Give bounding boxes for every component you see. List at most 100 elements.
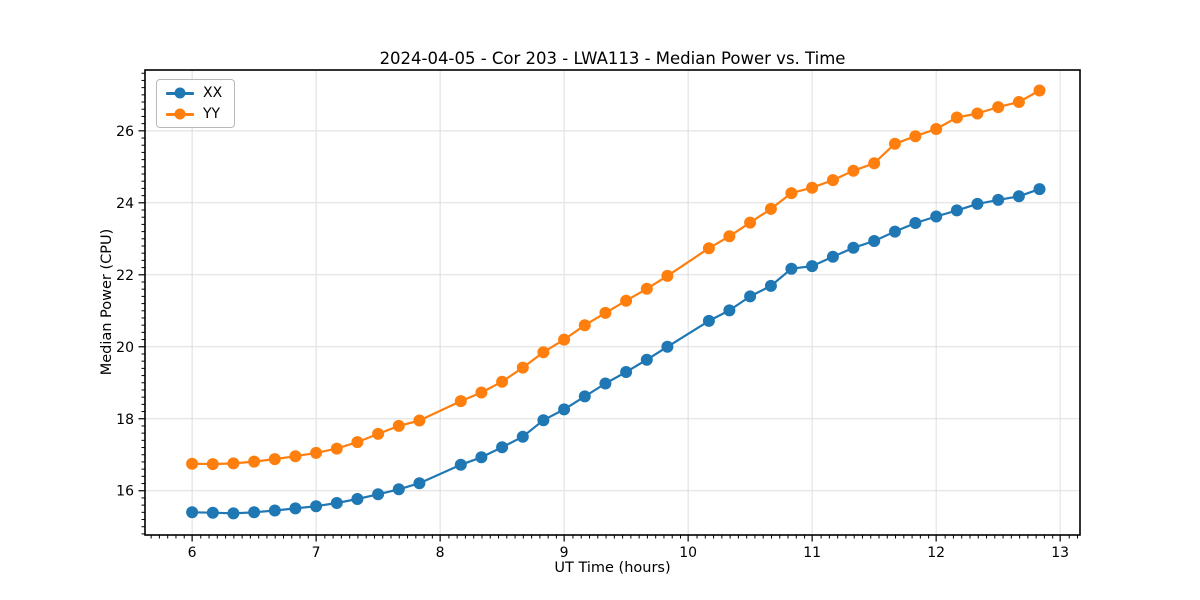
data-point-xx (558, 403, 571, 416)
data-point-yy (578, 319, 591, 332)
data-point-xx (454, 458, 467, 471)
data-point-yy (558, 333, 571, 346)
data-point-xx (640, 353, 653, 366)
data-point-xx (992, 193, 1005, 206)
data-point-yy (847, 164, 860, 177)
legend-label-xx: XX (203, 85, 223, 101)
data-point-xx (702, 314, 715, 327)
data-point-xx (620, 366, 633, 378)
legend: XX YY (156, 79, 236, 128)
x-tick-label: 12 (927, 545, 945, 561)
data-point-yy (268, 453, 281, 466)
y-tick-label: 16 (116, 484, 134, 500)
data-point-yy (248, 455, 261, 468)
legend-line-marker-xx (166, 91, 194, 95)
data-point-xx (1033, 183, 1046, 196)
data-point-xx (351, 493, 364, 505)
y-tick-label: 26 (116, 124, 134, 140)
x-tick-label: 7 (312, 545, 321, 561)
data-point-xx (930, 210, 943, 223)
data-point-yy (1033, 84, 1046, 97)
data-point-xx (206, 506, 219, 519)
data-point-yy (413, 414, 426, 427)
data-point-yy (475, 386, 488, 399)
data-point-xx (248, 506, 261, 519)
data-point-xx (826, 250, 839, 263)
data-point-xx (392, 483, 405, 496)
data-point-yy (764, 202, 777, 215)
data-point-yy (971, 107, 984, 120)
data-point-yy (723, 230, 736, 243)
legend-label-yy: YY (203, 106, 221, 122)
data-point-yy (806, 181, 819, 194)
data-point-xx (868, 235, 881, 247)
data-point-xx (888, 225, 901, 238)
y-tick-label: 24 (116, 196, 134, 212)
x-tick-label: 11 (803, 545, 821, 561)
data-point-xx (950, 204, 963, 217)
data-point-yy (516, 361, 529, 374)
data-point-xx (310, 500, 323, 513)
legend-line-marker-yy (166, 112, 194, 116)
data-point-xx (413, 477, 426, 490)
x-tick-label: 6 (188, 545, 197, 561)
data-point-yy (785, 187, 798, 200)
plot-area-border (144, 69, 1081, 536)
data-point-xx (186, 506, 199, 519)
data-point-xx (578, 390, 591, 403)
series-line-xx (192, 188, 1040, 515)
data-point-yy (640, 282, 653, 295)
y-tick-label: 18 (116, 412, 134, 428)
data-point-yy (310, 446, 323, 459)
x-tick-label: 9 (560, 545, 569, 561)
data-point-yy (206, 458, 219, 471)
data-point-xx (516, 430, 529, 443)
data-point-yy (868, 157, 881, 170)
legend-item-xx: XX (166, 86, 222, 100)
data-point-xx (372, 488, 385, 501)
data-point-yy (289, 450, 302, 463)
data-point-yy (1012, 96, 1025, 108)
data-point-xx (764, 279, 777, 292)
data-point-yy (888, 137, 901, 150)
data-point-yy (496, 375, 509, 388)
x-tick-label: 8 (436, 545, 445, 561)
data-point-xx (475, 451, 488, 464)
data-point-yy (702, 242, 715, 255)
data-point-xx (1012, 190, 1025, 203)
data-point-yy (186, 457, 199, 470)
data-point-yy (950, 111, 963, 124)
x-tick-label: 13 (1051, 545, 1069, 561)
series-line-yy (192, 89, 1041, 466)
data-point-xx (744, 290, 757, 303)
data-point-yy (351, 436, 364, 449)
chart-title: 2024-04-05 - Cor 203 - LWA113 - Median P… (379, 49, 846, 68)
data-point-xx (289, 502, 302, 515)
data-point-xx (847, 241, 860, 254)
data-point-xx (268, 504, 281, 517)
data-point-xx (723, 304, 736, 317)
data-point-xx (537, 414, 550, 427)
data-point-yy (454, 395, 467, 408)
data-point-yy (392, 419, 405, 432)
y-axis-label-text: Median Power (CPU) (99, 228, 115, 376)
data-point-yy (599, 306, 612, 319)
data-point-yy (372, 427, 385, 440)
data-point-yy (537, 346, 550, 359)
y-tick-label: 22 (116, 268, 134, 284)
data-point-yy (330, 442, 343, 455)
data-point-yy (227, 457, 240, 470)
data-point-yy (620, 294, 633, 307)
legend-item-yy: YY (166, 107, 222, 121)
data-point-xx (806, 260, 819, 273)
data-point-xx (661, 340, 674, 353)
data-point-xx (971, 197, 984, 210)
data-point-xx (496, 441, 509, 454)
x-axis-label: UT Time (hours) (554, 560, 671, 576)
data-point-yy (930, 123, 943, 135)
data-point-xx (785, 262, 798, 275)
data-point-yy (826, 174, 839, 187)
data-point-xx (909, 217, 922, 229)
